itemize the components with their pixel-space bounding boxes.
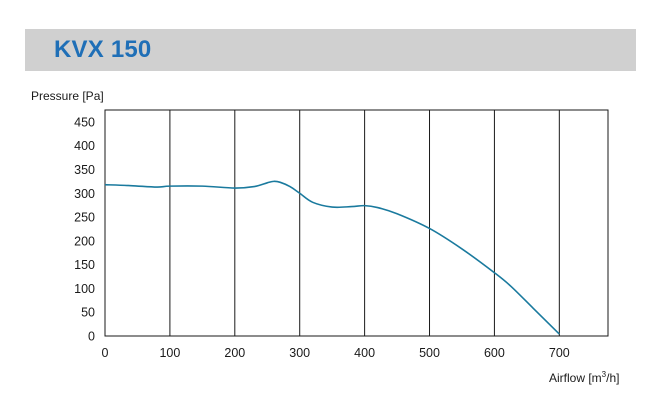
chart-title: KVX 150 xyxy=(54,36,152,63)
y-tick-label-6: 300 xyxy=(74,187,95,201)
x-tick-label-5: 500 xyxy=(419,346,440,360)
x-tick-label-2: 200 xyxy=(224,346,245,360)
x-tick-label-6: 600 xyxy=(484,346,505,360)
x-axis-title-end: /h] xyxy=(606,371,619,385)
y-tick-label-4: 200 xyxy=(74,234,95,248)
series-line xyxy=(104,180,560,335)
title-bar: KVX 150 xyxy=(25,29,636,71)
x-tick-label-7: 700 xyxy=(549,346,570,360)
x-tick-label-1: 100 xyxy=(159,346,180,360)
y-axis-title: Pressure [Pa] xyxy=(31,89,104,103)
x-tick-label-4: 400 xyxy=(354,346,375,360)
y-tick-label-3: 150 xyxy=(74,258,95,272)
y-tick-label-2: 100 xyxy=(74,282,95,296)
y-tick-labels: 0 50 100 150 200 250 300 350 400 450 xyxy=(74,115,95,343)
y-tick-label-1: 50 xyxy=(81,306,95,320)
y-tick-label-0: 0 xyxy=(88,330,95,344)
grid xyxy=(169,110,560,336)
plot-frame xyxy=(104,109,609,337)
x-tick-label-3: 300 xyxy=(289,346,310,360)
x-tick-label-0: 0 xyxy=(102,346,109,360)
x-axis-title: Airflow [m3/h] xyxy=(549,370,619,385)
x-axis-title-sup: 3 xyxy=(602,370,607,379)
y-tick-label-8: 400 xyxy=(74,139,95,153)
y-tick-label-5: 250 xyxy=(74,211,95,225)
x-tick-labels: 0 100 200 300 400 500 600 700 xyxy=(102,346,570,360)
x-axis-title-main: Airflow [m xyxy=(549,371,602,385)
y-tick-label-9: 450 xyxy=(74,115,95,129)
y-tick-label-7: 350 xyxy=(74,163,95,177)
